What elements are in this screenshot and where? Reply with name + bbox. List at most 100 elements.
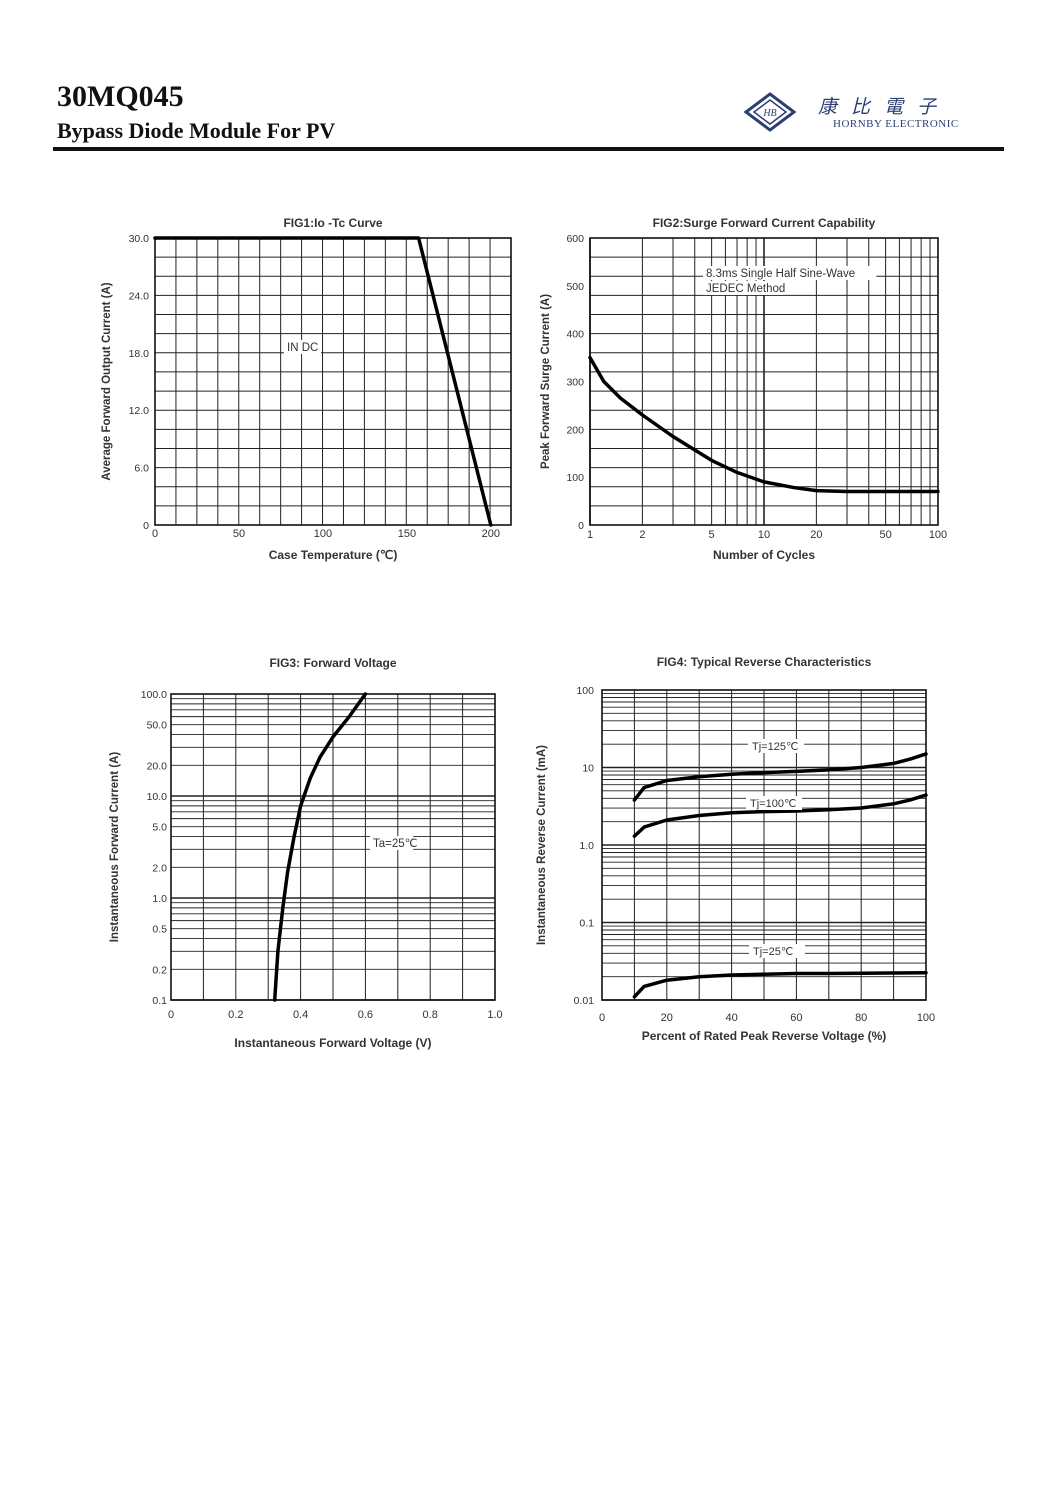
fig2-x-tick-label: 20 [810, 529, 822, 541]
fig3-x-tick-label: 0.8 [423, 1009, 438, 1021]
fig3-annotation-bg [370, 836, 414, 850]
fig2-y-tick-label: 600 [566, 233, 584, 245]
fig4-x-axis-label: Percent of Rated Peak Reverse Voltage (%… [642, 1029, 887, 1043]
fig1-annotation-bg [284, 340, 321, 354]
fig1-y-tick-label: 18.0 [129, 348, 150, 360]
fig2-plot-frame [589, 237, 939, 526]
fig1-plot-frame [154, 237, 512, 526]
fig3-y-tick-label: 0.1 [152, 995, 167, 1007]
fig4-chart: FIG4: Typical Reverse Characteristics Per… [536, 655, 935, 1043]
fig1-x-tick-label: 100 [314, 528, 332, 540]
fig3-y-tick-label: 50.0 [147, 720, 168, 732]
fig4-x-tick-label: 40 [725, 1012, 737, 1024]
logo-english-name: HORNBY ELECTRONIC [833, 118, 959, 130]
fig4-y-tick-label: 1.0 [579, 840, 594, 852]
fig3-y-tick-label: 1.0 [152, 893, 167, 905]
fig2-x-tick-label: 2 [639, 529, 645, 541]
fig1-x-tick-label: 50 [233, 528, 245, 540]
fig3-x-tick-label: 0.2 [228, 1009, 243, 1021]
fig4-series-label-bg [749, 944, 805, 958]
part-number: 30MQ045 [57, 80, 184, 113]
fig1-annotation: IN DC [287, 342, 318, 354]
fig3-x-tick-label: 0.4 [293, 1009, 308, 1021]
fig2-y-tick-label: 500 [566, 281, 584, 293]
fig3-y-tick-label: 2.0 [152, 862, 167, 874]
fig1-y-tick-label: 30.0 [129, 233, 150, 245]
fig3-x-tick-label: 0.6 [358, 1009, 373, 1021]
fig2-y-tick-label: 300 [566, 377, 584, 389]
fig2-y-tick-label: 0 [578, 520, 584, 532]
fig3-y-tick-label: 10.0 [147, 791, 168, 803]
fig3-chart: FIG3: Forward Voltage Instantaneous Forwa… [109, 656, 503, 1050]
fig4-y-tick-label: 100 [576, 685, 594, 697]
fig4-y-tick-label: 0.1 [579, 918, 594, 930]
fig2-x-tick-label: 5 [709, 529, 715, 541]
fig2-title: FIG2:Surge Forward Current Capability [653, 216, 876, 230]
fig4-x-tick-label: 60 [790, 1012, 802, 1024]
fig1-y-tick-label: 6.0 [134, 463, 149, 475]
page-header: 30MQ045 Bypass Diode Module For PV HB 康比… [0, 0, 1059, 160]
fig3-x-tick-label: 0 [168, 1009, 174, 1021]
fig3-y-tick-label: 5.0 [152, 822, 167, 834]
header-rule [53, 147, 1004, 151]
document-subtitle: Bypass Diode Module For PV [57, 118, 336, 143]
fig4-series-label-bg [746, 796, 802, 810]
fig3-grid [170, 694, 496, 1001]
fig3-series-line [272, 692, 368, 1002]
fig2-y-tick-label: 200 [566, 424, 584, 436]
fig4-series-line [632, 793, 928, 838]
fig4-series-label: Tj=125℃ [752, 741, 798, 753]
fig1-chart: FIG1:Io -Tc Curve Case Temperature (℃) Ave… [101, 216, 512, 562]
fig3-y-tick-label: 0.2 [152, 964, 167, 976]
fig4-series-line [632, 752, 928, 802]
fig4-series-label-bg [748, 739, 804, 753]
fig3-y-axis-label: Instantaneous Forward Current (A) [109, 752, 121, 943]
fig4-series-label: Tj=25℃ [753, 946, 793, 958]
fig4-title: FIG4: Typical Reverse Characteristics [657, 655, 872, 669]
fig2-y-axis-label: Peak Forward Surge Current (A) [540, 294, 552, 469]
fig2-x-tick-label: 50 [879, 529, 891, 541]
logo-diamond-icon: HB [743, 92, 797, 132]
logo-chinese-name: 康比電子 [818, 96, 951, 118]
fig4-x-tick-label: 80 [855, 1012, 867, 1024]
fig4-y-tick-label: 10 [582, 763, 594, 775]
fig1-y-tick-label: 0 [143, 520, 149, 532]
fig3-plot-frame [170, 693, 496, 1001]
fig1-x-tick-label: 0 [152, 528, 158, 540]
fig3-annotation: Ta=25℃ [373, 838, 418, 850]
fig3-x-axis-label: Instantaneous Forward Voltage (V) [234, 1036, 431, 1050]
fig1-x-axis-label: Case Temperature (℃) [269, 548, 398, 562]
fig2-y-tick-label: 400 [566, 329, 584, 341]
fig2-annotation: JEDEC Method [706, 283, 785, 295]
fig3-y-tick-label: 20.0 [147, 760, 168, 772]
fig3-y-tick-label: 100.0 [141, 689, 167, 701]
fig2-annotation-bg [703, 281, 784, 295]
company-logo: HB 康比電子 HORNBY ELECTRONIC [740, 90, 970, 134]
fig2-x-tick-label: 1 [587, 529, 593, 541]
fig1-y-tick-label: 12.0 [129, 405, 150, 417]
logo-mark-text: HB [762, 108, 776, 119]
fig2-annotation: 8.3ms Single Half Sine-Wave [706, 268, 855, 280]
fig2-y-tick-label: 100 [566, 472, 584, 484]
fig4-x-tick-label: 100 [917, 1012, 935, 1024]
fig1-series-line [153, 236, 493, 527]
fig4-series-label: Tj=100℃ [750, 798, 796, 810]
fig1-grid [154, 237, 512, 526]
fig1-title: FIG1:Io -Tc Curve [283, 216, 382, 230]
fig1-y-axis-label: Average Forward Output Current (A) [101, 282, 113, 480]
fig3-x-tick-label: 1.0 [487, 1009, 502, 1021]
fig1-x-tick-label: 200 [482, 528, 500, 540]
fig4-plot-frame [601, 689, 927, 1001]
fig3-y-tick-label: 0.5 [152, 924, 167, 936]
fig4-y-axis-label: Instantaneous Reverse Current (mA) [536, 745, 548, 945]
fig4-y-tick-label: 0.01 [574, 995, 595, 1007]
fig2-x-tick-label: 10 [758, 529, 770, 541]
fig2-annotation-bg [703, 266, 877, 280]
fig1-x-tick-label: 150 [398, 528, 416, 540]
fig2-x-tick-label: 100 [929, 529, 947, 541]
fig4-x-tick-label: 0 [599, 1012, 605, 1024]
fig2-series-line [588, 355, 940, 494]
fig2-chart: FIG2:Surge Forward Current Capability Num… [540, 216, 947, 562]
fig4-series-line [632, 970, 928, 999]
